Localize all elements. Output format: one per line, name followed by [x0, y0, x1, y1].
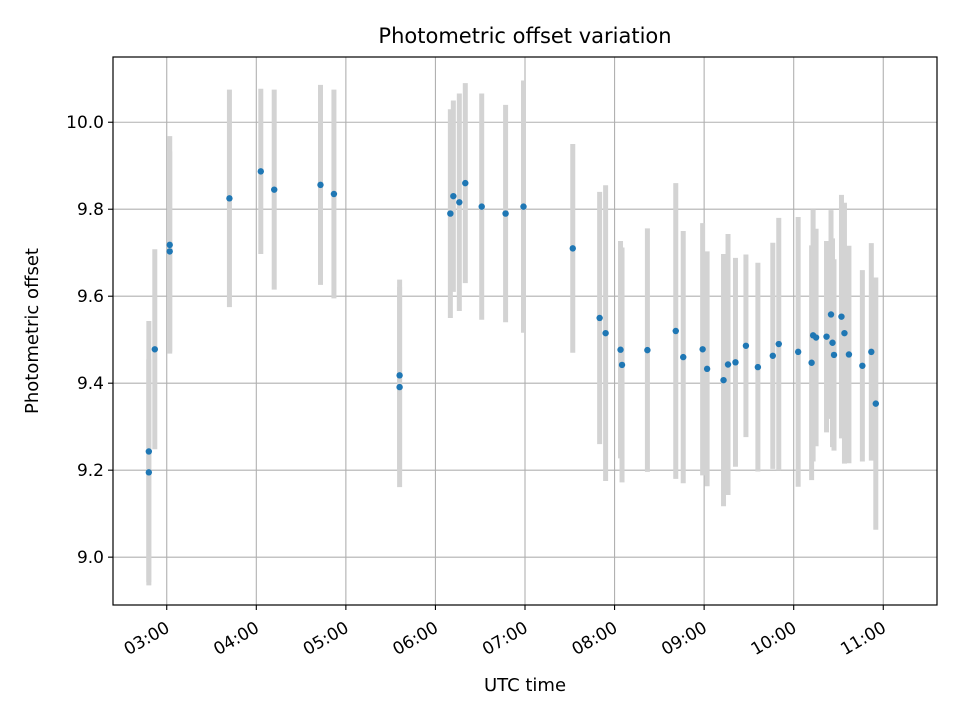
chart-title: Photometric offset variation — [378, 24, 671, 48]
data-point — [145, 469, 153, 476]
data-point — [596, 314, 603, 322]
y-tick-label: 9.0 — [77, 548, 104, 568]
data-point — [841, 329, 848, 337]
data-point — [330, 190, 338, 198]
data-point — [672, 327, 679, 335]
data-point — [823, 333, 830, 340]
data-point — [602, 329, 609, 337]
data-point — [872, 400, 879, 407]
data-point — [317, 181, 324, 189]
y-axis: 9.0 9.2 9.4 9.6 9.8 10.0 — [66, 113, 113, 568]
data-point — [502, 210, 509, 217]
data-point — [754, 363, 762, 371]
data-point — [396, 383, 403, 391]
data-point — [569, 245, 576, 252]
data-point — [724, 361, 732, 368]
data-point — [769, 352, 776, 359]
data-point — [827, 311, 835, 318]
data-point — [644, 346, 651, 354]
data-point — [456, 199, 463, 206]
data-point — [450, 192, 457, 200]
data-point — [794, 348, 802, 356]
data-point — [830, 351, 838, 359]
data-point — [145, 448, 153, 455]
data-point — [680, 353, 687, 361]
data-point — [257, 168, 264, 175]
data-point — [271, 186, 278, 193]
data-point — [520, 203, 527, 210]
data-point — [617, 346, 624, 353]
data-point — [166, 248, 173, 255]
y-tick-label: 9.6 — [77, 287, 104, 307]
y-tick-label: 9.4 — [77, 374, 104, 394]
y-tick-label: 10.0 — [66, 113, 104, 133]
data-point — [618, 361, 626, 369]
data-point — [775, 340, 782, 348]
data-point — [703, 365, 711, 373]
data-point — [151, 346, 158, 353]
data-points — [145, 168, 879, 476]
data-point — [462, 179, 469, 187]
data-point — [396, 372, 403, 379]
y-axis-label: Photometric offset — [22, 248, 43, 414]
data-point — [720, 376, 727, 384]
data-point — [859, 362, 866, 369]
data-point — [166, 241, 173, 249]
data-point — [829, 339, 836, 346]
data-point — [808, 359, 815, 366]
data-point — [868, 348, 875, 356]
data-point — [478, 203, 485, 210]
y-tick-label: 9.2 — [77, 461, 104, 481]
data-point — [226, 195, 233, 202]
data-point — [447, 210, 454, 217]
data-point — [732, 359, 739, 366]
data-point — [742, 342, 750, 349]
data-point — [812, 334, 820, 341]
data-point — [838, 313, 845, 320]
x-axis-label: UTC time — [484, 675, 566, 696]
y-tick-label: 9.8 — [77, 200, 104, 220]
data-point — [699, 346, 706, 353]
data-point — [845, 351, 853, 358]
